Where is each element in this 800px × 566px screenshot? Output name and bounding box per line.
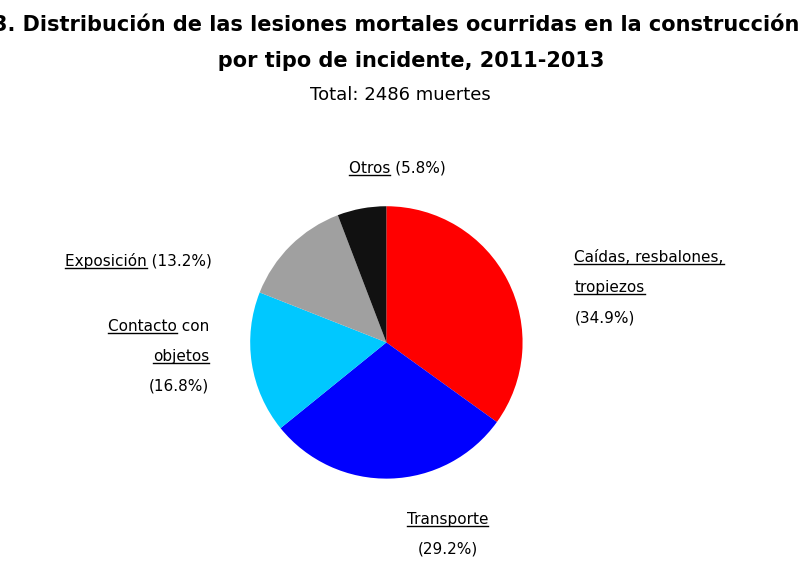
- Wedge shape: [281, 342, 497, 479]
- Text: (34.9%): (34.9%): [574, 310, 634, 325]
- Text: Contacto con: Contacto con: [108, 319, 210, 333]
- Text: por tipo de incidente, 2011-2013: por tipo de incidente, 2011-2013: [196, 51, 604, 71]
- Text: (16.8%): (16.8%): [149, 379, 210, 393]
- Text: Total: 2486 muertes: Total: 2486 muertes: [310, 86, 490, 104]
- Wedge shape: [260, 215, 386, 342]
- Text: Otros (5.8%): Otros (5.8%): [349, 161, 446, 175]
- Text: Transporte: Transporte: [407, 512, 489, 527]
- Wedge shape: [250, 293, 386, 428]
- Text: (29.2%): (29.2%): [418, 542, 478, 557]
- Text: tropiezos: tropiezos: [574, 280, 645, 295]
- Text: objetos: objetos: [153, 349, 210, 363]
- Text: 3. Distribución de las lesiones mortales ocurridas en la construcción,: 3. Distribución de las lesiones mortales…: [0, 14, 800, 35]
- Wedge shape: [386, 206, 522, 422]
- Text: Exposición (13.2%): Exposición (13.2%): [65, 252, 212, 269]
- Text: Caídas, resbalones,: Caídas, resbalones,: [574, 251, 724, 265]
- Wedge shape: [338, 206, 386, 342]
